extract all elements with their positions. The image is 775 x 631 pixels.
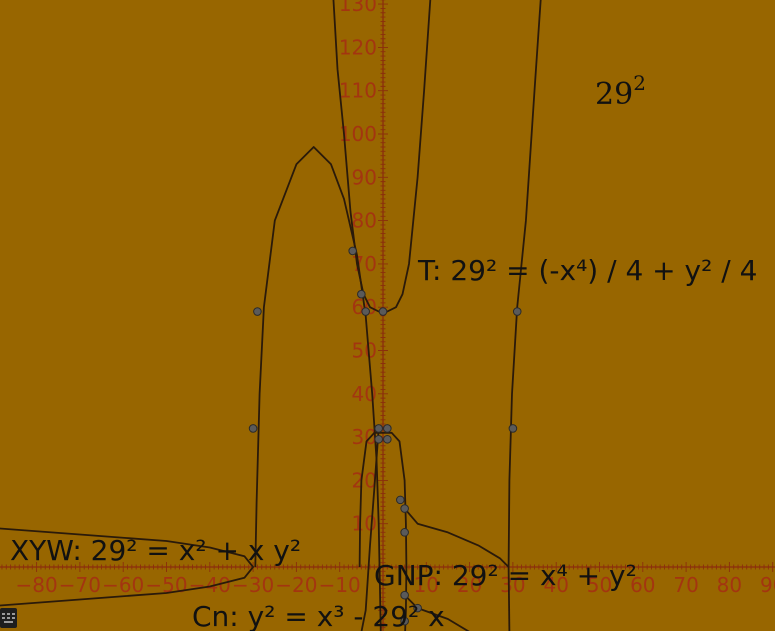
intersection-point (378, 307, 388, 316)
y-tick-label: 50 (352, 339, 377, 363)
intersection-point (413, 603, 422, 613)
x-tick-label: −40 (189, 573, 231, 597)
x-tick-label: 90 (760, 573, 775, 597)
curve (403, 0, 542, 631)
x-tick-label: −30 (232, 573, 274, 597)
curve-label: XYW: 29² = x² + x y² (10, 534, 301, 567)
intersection-point (383, 434, 392, 444)
intersection-point (400, 590, 409, 600)
curve-labels: T: 29² = (-x⁴) / 4 + y² / 4 XYW: 29² = x²… (10, 254, 757, 631)
x-tick-label: −60 (102, 573, 144, 597)
y-tick-label: 110 (339, 79, 377, 103)
intersection-point (400, 504, 409, 513)
x-tick-label: 80 (717, 573, 742, 597)
curve-segment (0, 527, 254, 607)
curve-segment (360, 428, 380, 631)
y-tick-label: 130 (339, 0, 377, 16)
y-tick-label: 90 (352, 165, 377, 189)
curve-segment (358, 431, 408, 631)
intersection-point (357, 289, 366, 299)
intersection-point (383, 424, 392, 433)
curve-segment (507, 566, 511, 631)
x-tick-label: 10 (414, 573, 439, 597)
intersection-point (508, 424, 518, 433)
curve-label: T: 29² = (-x⁴) / 4 + y² / 4 (417, 254, 757, 287)
tick-labels: −80 −70 −60 −50 −40 −30 −20 −10 10 20 30 40 50 60 70 80… (15, 0, 775, 597)
curve-segment (507, 0, 542, 568)
x-tick-label: −70 (59, 573, 101, 597)
intersection-points (248, 246, 522, 626)
curve-label: GNP: 29² = x⁴ + y² (374, 559, 637, 592)
intersection-point (361, 307, 370, 316)
x-tick-label: −80 (15, 573, 57, 597)
intersection-point (512, 307, 522, 316)
curve (358, 431, 408, 631)
intersection-point (248, 424, 258, 433)
curves (0, 0, 542, 631)
x-tick-label: 50 (587, 573, 612, 597)
intersection-point (374, 434, 383, 444)
x-tick-label: 40 (543, 573, 568, 597)
curve-segment (403, 507, 510, 568)
intersection-point (374, 424, 383, 433)
intersection-point (348, 246, 357, 256)
y-tick-label: 20 (352, 468, 377, 492)
x-tick-label: 30 (500, 573, 525, 597)
x-tick-label: 60 (630, 573, 655, 597)
x-tick-label: −20 (275, 573, 317, 597)
x-tick-label: 20 (457, 573, 482, 597)
y-tick-label: 30 (352, 425, 377, 449)
y-tick-label: 80 (352, 209, 377, 233)
intersection-point (400, 616, 409, 626)
x-tick-label: −10 (319, 573, 361, 597)
y-tick-label: 120 (339, 35, 377, 59)
curve-label: Cn: y² = x³ - 29² x (192, 600, 445, 631)
constant-label: 292 (595, 71, 646, 112)
x-tick-label: 70 (673, 573, 698, 597)
intersection-point (400, 528, 409, 537)
intersection-point (396, 495, 405, 505)
intersection-point (253, 307, 262, 316)
curve-segment (403, 594, 470, 631)
keyboard-icon[interactable] (0, 608, 17, 628)
